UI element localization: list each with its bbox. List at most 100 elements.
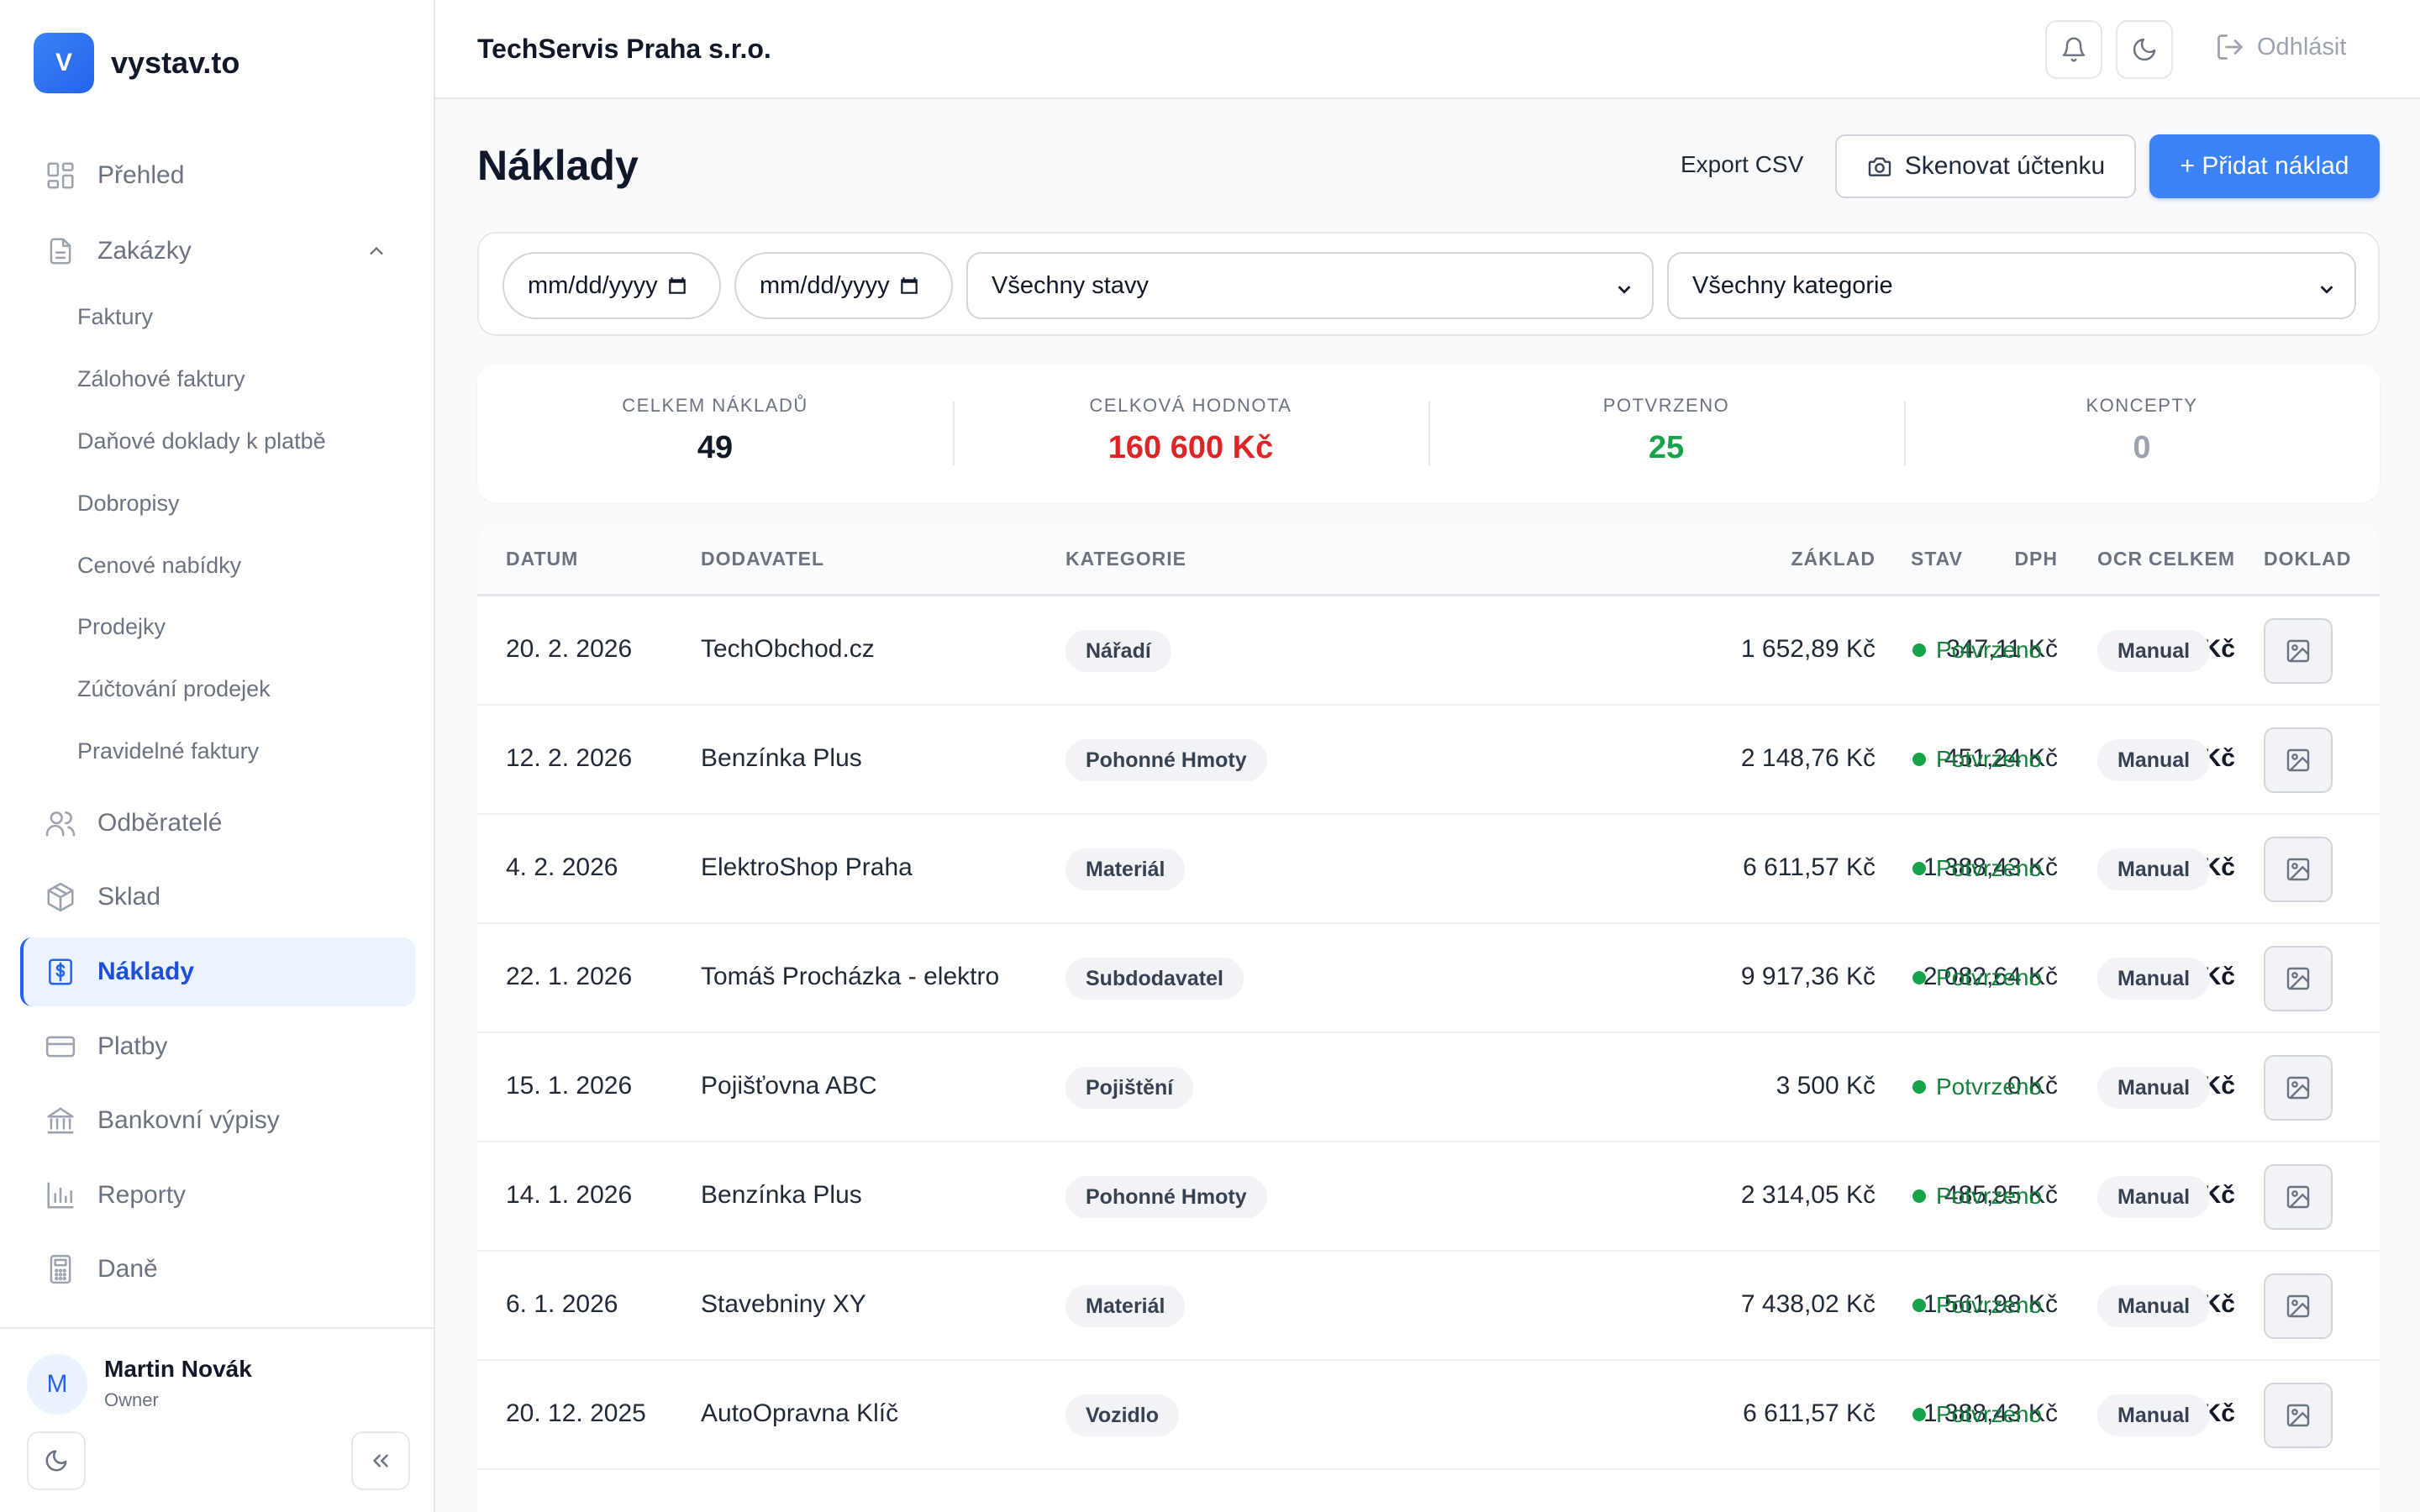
category-badge: Pohonné Hmoty xyxy=(1065,739,1267,781)
column-header-ocr[interactable]: OCR xyxy=(2097,548,2144,570)
category-select[interactable]: Všechny kategorie xyxy=(1667,252,2356,319)
sidebar-item-bankovni-vypisy[interactable]: Bankovní výpisy xyxy=(20,1086,415,1155)
status-badge: Potvrzeno xyxy=(1912,964,2042,991)
table-row[interactable]: 22. 1. 2026 Tomáš Procházka - elektro Subd… xyxy=(477,924,2380,1033)
category-badge: Materiál xyxy=(1065,1285,1186,1327)
status-label: Potvrzeno xyxy=(1936,1183,2043,1209)
category-badge: Pojištění xyxy=(1065,1067,1194,1109)
ocr-badge: Manual xyxy=(2097,630,2211,672)
sidebar-subitem-dobropisy[interactable]: Dobropisy xyxy=(77,491,180,516)
calendar-icon xyxy=(900,277,918,294)
scan-receipt-button[interactable]: Skenovat účtenku xyxy=(1835,134,2136,198)
cell-supplier: Pojišťovna ABC xyxy=(701,1072,877,1100)
status-label: Potvrzeno xyxy=(1936,1401,2043,1427)
sidebar-item-dane[interactable]: Daně xyxy=(20,1235,415,1304)
table-row[interactable]: 20. 2. 2026 TechObchod.cz Nářadí 1 652,89 K… xyxy=(477,596,2380,706)
stat-divider xyxy=(953,402,955,465)
image-icon xyxy=(2285,965,2312,992)
sidebar-subitem-pravidelne-faktury[interactable]: Pravidelné faktury xyxy=(77,738,260,764)
category-badge: Vozidlo xyxy=(1065,1394,1180,1436)
sidebar-item-reporty[interactable]: Reporty xyxy=(20,1161,415,1230)
sidebar-item-label: Daně xyxy=(97,1255,158,1283)
status-badge: Potvrzeno xyxy=(1912,1183,2042,1210)
status-dot xyxy=(1912,643,1926,657)
sidebar-subitem-cenove-nabidky[interactable]: Cenové nabídky xyxy=(77,553,242,578)
chevron-up-icon[interactable] xyxy=(365,239,388,263)
table-row[interactable]: 4. 2. 2026 ElektroShop Praha Materiál 6 611… xyxy=(477,815,2380,924)
cell-date: 20. 12. 2025 xyxy=(506,1399,646,1427)
sidebar-item-label: Platby xyxy=(97,1032,168,1060)
cell-supplier: ElektroShop Praha xyxy=(701,853,913,881)
add-expense-button[interactable]: + Přidat náklad xyxy=(2149,134,2380,198)
cell-base: 1 652,89 Kč xyxy=(1740,635,1876,663)
notifications-button[interactable] xyxy=(2045,20,2102,79)
avatar[interactable]: M xyxy=(27,1354,87,1415)
status-label: Potvrzeno xyxy=(1936,746,2043,772)
view-document-button[interactable] xyxy=(2264,1383,2333,1448)
sidebar-item-label: Přehled xyxy=(97,161,185,189)
table-row[interactable]: 15. 1. 2026 Pojišťovna ABC Pojištění 3 500 … xyxy=(477,1033,2380,1142)
bar-chart-icon xyxy=(44,1179,77,1212)
column-header-doc[interactable]: DOKLAD xyxy=(2264,548,2352,570)
status-dot xyxy=(1912,971,1926,984)
column-header-status[interactable]: STAV xyxy=(1911,548,1963,570)
logout-button[interactable]: Odhlásit xyxy=(2215,32,2346,62)
cell-supplier: Benzínka Plus xyxy=(701,1181,862,1209)
cell-base: 7 438,02 Kč xyxy=(1740,1290,1876,1318)
sidebar-subitem-faktury[interactable]: Faktury xyxy=(77,304,154,329)
view-document-button[interactable] xyxy=(2264,727,2333,793)
date-from-input[interactable]: mm/dd/yyyy xyxy=(502,252,721,319)
view-document-button[interactable] xyxy=(2264,1273,2333,1339)
theme-toggle-button[interactable] xyxy=(27,1431,86,1490)
status-label: Potvrzeno xyxy=(1936,964,2043,990)
document-icon xyxy=(44,234,77,268)
stat-divider xyxy=(1904,402,1906,465)
status-select[interactable]: Všechny stavy xyxy=(966,252,1654,319)
table-row[interactable]: 12. 2. 2026 Benzínka Plus Pohonné Hmoty 2 1… xyxy=(477,706,2380,815)
column-header-date[interactable]: DATUM xyxy=(506,548,579,570)
theme-toggle-header-button[interactable] xyxy=(2116,20,2173,79)
table-row[interactable]: 20. 12. 2025 AutoOpravna Klíč Vozidlo 6 611… xyxy=(477,1361,2380,1470)
sidebar-item-naklady[interactable]: Náklady xyxy=(20,937,415,1006)
column-header-base[interactable]: ZÁKLAD xyxy=(1791,548,1876,570)
status-label: Potvrzeno xyxy=(1936,1074,2043,1100)
sidebar-item-odberatele[interactable]: Odběratelé xyxy=(20,789,415,858)
table-row[interactable]: 14. 1. 2026 Benzínka Plus Pohonné Hmoty 2 3… xyxy=(477,1142,2380,1252)
sidebar-subitem-zuctovani-prodejek[interactable]: Zúčtování prodejek xyxy=(77,676,271,701)
view-document-button[interactable] xyxy=(2264,946,2333,1011)
column-header-vat[interactable]: DPH xyxy=(2014,548,2058,570)
stat-label: POTVRZENO xyxy=(1602,395,1730,416)
status-dot xyxy=(1912,862,1926,875)
sidebar-subitem-zalohove-faktury[interactable]: Zálohové faktury xyxy=(77,366,245,391)
ocr-badge: Manual xyxy=(2097,739,2211,781)
sidebar-item-zakazky[interactable]: Zakázky xyxy=(20,217,415,286)
bell-icon xyxy=(2062,37,2086,62)
sidebar-subitem-prodejky[interactable]: Prodejky xyxy=(77,614,166,639)
cell-date: 15. 1. 2026 xyxy=(506,1072,633,1100)
view-document-button[interactable] xyxy=(2264,837,2333,902)
calculator-icon xyxy=(44,1252,77,1286)
sidebar-item-sklad[interactable]: Sklad xyxy=(20,863,415,932)
column-header-total[interactable]: CELKEM xyxy=(2148,548,2235,570)
status-dot xyxy=(1912,1080,1926,1094)
sidebar-item-platby[interactable]: Platby xyxy=(20,1012,415,1081)
chevron-down-icon xyxy=(2317,277,2336,296)
export-csv-button[interactable]: Export CSV xyxy=(1681,151,1804,177)
view-document-button[interactable] xyxy=(2264,618,2333,684)
view-document-button[interactable] xyxy=(2264,1164,2333,1230)
column-header-supplier[interactable]: DODAVATEL xyxy=(701,548,824,570)
sidebar-subitem-danove-doklady[interactable]: Daňové doklady k platbě xyxy=(77,428,326,454)
sidebar-item-prehled[interactable]: Přehled xyxy=(20,141,415,210)
ocr-badge: Manual xyxy=(2097,1067,2211,1109)
view-document-button[interactable] xyxy=(2264,1055,2333,1121)
column-header-category[interactable]: KATEGORIE xyxy=(1065,548,1187,570)
collapse-sidebar-button[interactable] xyxy=(351,1431,410,1490)
table-row[interactable]: 6. 1. 2026 Stavebniny XY Materiál 7 438,02 … xyxy=(477,1252,2380,1361)
cell-base: 6 611,57 Kč xyxy=(1743,853,1876,881)
brand[interactable]: V vystav.to xyxy=(34,33,239,93)
cell-vat: 0 Kč xyxy=(2007,1072,2058,1100)
category-badge: Subdodavatel xyxy=(1065,958,1244,1000)
cell-date: 22. 1. 2026 xyxy=(506,963,633,990)
sidebar-item-label: Bankovní výpisy xyxy=(97,1106,280,1134)
date-to-input[interactable]: mm/dd/yyyy xyxy=(734,252,953,319)
